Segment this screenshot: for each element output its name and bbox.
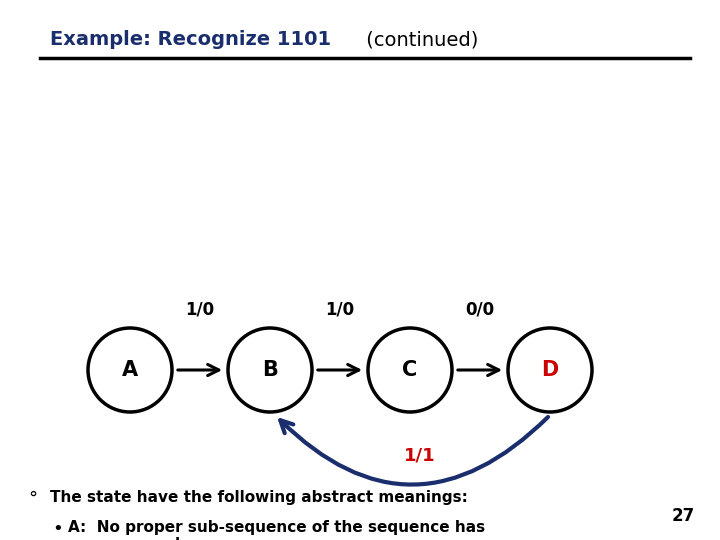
Text: Example: Recognize 1101: Example: Recognize 1101 [50,30,331,49]
FancyArrowPatch shape [280,417,548,484]
Circle shape [228,328,312,412]
Circle shape [368,328,452,412]
Text: C: C [402,360,418,380]
Text: A: A [122,360,138,380]
Text: 0/0: 0/0 [465,300,495,318]
Text: D: D [541,360,559,380]
Text: 27: 27 [672,507,695,525]
Text: B: B [262,360,278,380]
Text: •: • [52,520,63,538]
Text: °: ° [28,490,37,508]
Circle shape [508,328,592,412]
Circle shape [88,328,172,412]
Text: 1/1: 1/1 [404,446,436,464]
Text: 1/0: 1/0 [186,300,215,318]
Text: 1/0: 1/0 [325,300,354,318]
Text: The state have the following abstract meanings:: The state have the following abstract me… [50,490,468,505]
Text: A:  No proper sub-sequence of the sequence has
       occurred.: A: No proper sub-sequence of the sequenc… [68,520,485,540]
Text: (continued): (continued) [360,30,478,49]
